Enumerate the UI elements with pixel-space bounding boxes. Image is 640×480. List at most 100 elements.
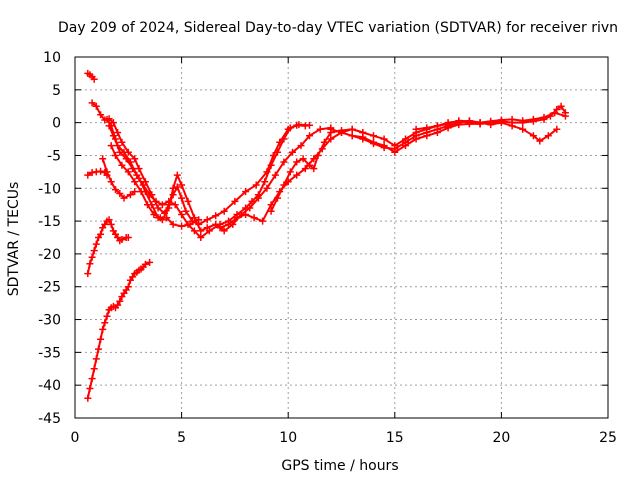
data-point	[118, 236, 126, 243]
y-axis-title: SDTVAR / TECUs	[6, 182, 22, 297]
data-point	[88, 253, 96, 261]
y-tick-label: -25	[38, 280, 61, 296]
data-point	[137, 188, 145, 196]
data-point	[380, 144, 388, 152]
data-point	[131, 188, 139, 196]
series-line-arc-15	[489, 105, 567, 124]
data-point	[99, 325, 107, 333]
data-point	[289, 148, 296, 156]
data-point	[163, 214, 171, 222]
data-point	[114, 142, 122, 150]
data-point	[139, 181, 147, 189]
y-tick-labels: 10 5 0 -5 -10 -15 -20 -25 -30 -35 -40 -45	[38, 50, 61, 427]
data-point	[178, 222, 186, 230]
data-point	[197, 234, 205, 241]
data-point	[99, 155, 107, 163]
data-point	[107, 220, 115, 228]
data-point	[412, 125, 420, 133]
data-point	[250, 214, 258, 222]
data-point	[169, 184, 177, 192]
x-tick-label: 25	[599, 430, 617, 446]
data-point	[169, 220, 177, 228]
data-point	[293, 171, 301, 179]
data-point	[124, 168, 132, 176]
x-tick-labels: 0 5 10 15 20 25	[71, 430, 617, 446]
data-point	[263, 184, 271, 192]
data-point	[203, 216, 211, 224]
data-point	[146, 258, 154, 266]
data-point	[557, 102, 565, 110]
data-point	[242, 204, 250, 212]
series-line-arc-11	[270, 120, 482, 213]
data-series	[84, 69, 569, 402]
data-point	[310, 165, 318, 173]
y-tick-label: -35	[38, 345, 61, 361]
data-point	[444, 120, 452, 128]
data-point	[225, 220, 232, 228]
data-point	[314, 152, 322, 159]
data-point	[95, 345, 102, 353]
plot-frame	[74, 56, 609, 419]
data-point	[299, 155, 307, 163]
data-point	[433, 122, 441, 130]
data-point	[156, 214, 164, 222]
data-point	[86, 385, 94, 392]
data-point	[171, 201, 179, 209]
data-point	[90, 75, 98, 83]
data-point	[220, 207, 228, 215]
data-point	[476, 119, 484, 127]
data-point	[84, 270, 92, 278]
data-point	[233, 214, 241, 222]
data-point	[197, 227, 205, 235]
data-point	[178, 211, 186, 218]
data-point	[116, 190, 124, 197]
data-point	[259, 217, 267, 225]
data-point	[114, 301, 122, 309]
data-point	[120, 194, 128, 202]
data-point	[286, 124, 294, 132]
y-tick-label: 0	[52, 116, 61, 132]
data-point	[101, 319, 109, 327]
data-point	[316, 125, 324, 133]
data-point	[158, 201, 166, 209]
y-tick-label: -45	[38, 411, 61, 427]
data-point	[92, 102, 100, 110]
data-point	[529, 132, 537, 140]
data-point	[84, 394, 92, 402]
y-tick-label: -40	[38, 378, 61, 394]
data-point	[190, 227, 198, 235]
y-tick-label: 10	[43, 50, 61, 66]
data-point	[165, 197, 173, 205]
data-point	[274, 194, 281, 202]
data-point	[519, 125, 527, 133]
data-point	[116, 297, 124, 305]
data-point	[131, 178, 139, 186]
data-point	[327, 135, 335, 143]
data-point	[274, 148, 281, 156]
data-point	[359, 135, 367, 143]
data-point	[126, 158, 134, 166]
data-point	[412, 132, 420, 140]
y-tick-label: 5	[52, 83, 61, 99]
data-point	[455, 117, 463, 125]
data-point	[497, 117, 505, 125]
data-point	[97, 167, 105, 175]
data-point	[118, 138, 126, 146]
data-point	[465, 117, 473, 125]
data-point	[280, 158, 288, 166]
data-point	[97, 111, 105, 119]
x-tick-label: 15	[386, 430, 404, 446]
data-point	[144, 201, 151, 209]
data-point	[519, 119, 527, 127]
x-tick-label: 0	[71, 430, 80, 446]
data-point	[92, 355, 100, 363]
data-point	[320, 138, 328, 146]
x-tick-label: 20	[492, 430, 510, 446]
chart-title: Day 209 of 2024, Sidereal Day-to-day VTE…	[58, 20, 618, 36]
data-point	[114, 129, 122, 136]
data-point	[306, 161, 313, 169]
data-point	[173, 171, 181, 179]
data-point	[252, 181, 260, 189]
data-point	[126, 191, 134, 199]
data-point	[295, 121, 303, 129]
